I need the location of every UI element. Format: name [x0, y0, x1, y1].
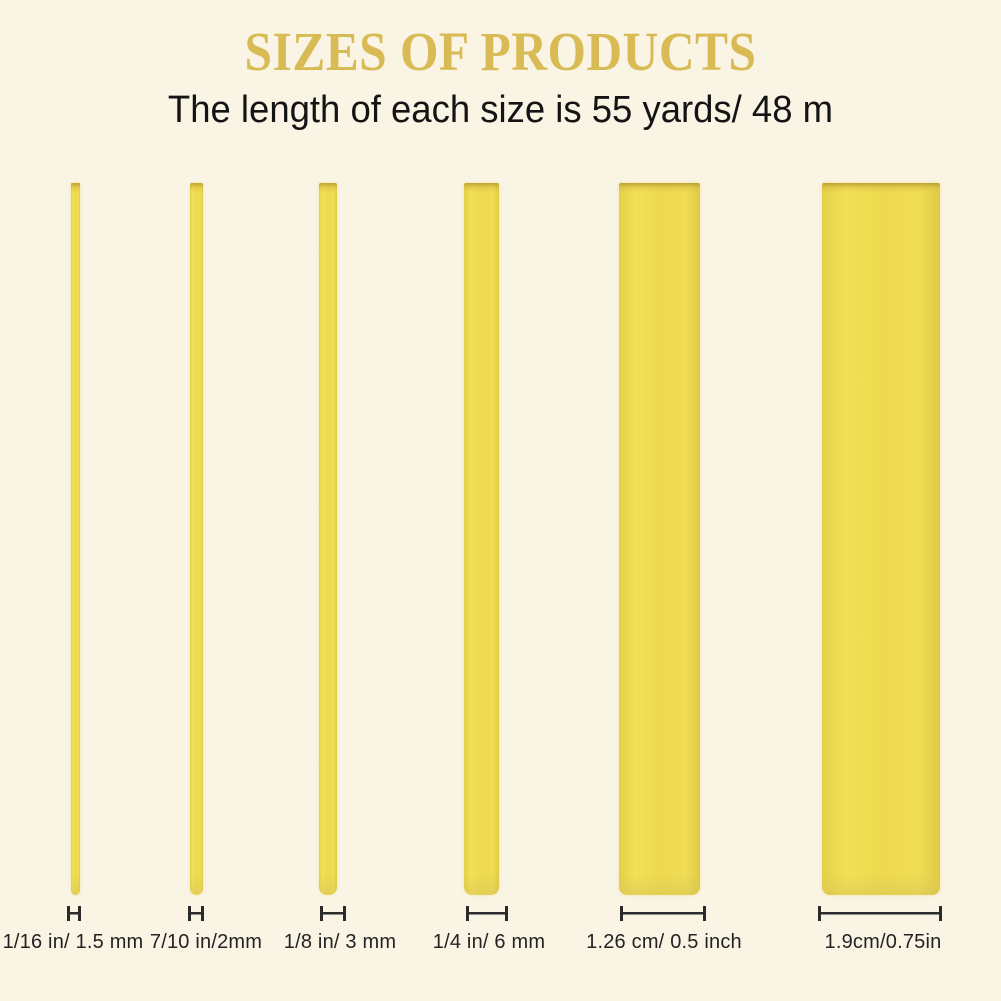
width-bracket — [620, 906, 706, 921]
size-label: 1.9cm/0.75in — [824, 931, 942, 953]
width-bracket — [188, 906, 204, 921]
size-label: 1/4 in/ 6 mm — [432, 931, 546, 953]
width-bracket — [466, 906, 508, 921]
tape-strip — [463, 183, 499, 895]
page-title: SIZES OF PRODUCTS — [244, 21, 757, 82]
width-bracket — [818, 906, 942, 921]
tape-strip — [618, 183, 700, 895]
tape-strip — [319, 183, 337, 895]
tape-strip — [70, 183, 80, 895]
width-bracket — [320, 906, 346, 921]
size-label: 7/10 in/2mm — [149, 931, 263, 953]
tape-strip — [189, 183, 203, 895]
size-label: 1/8 in/ 3 mm — [283, 931, 397, 953]
width-bracket — [67, 906, 81, 921]
page-subtitle: The length of each size is 55 yards/ 48 … — [167, 89, 834, 131]
tape-strip — [822, 183, 940, 895]
size-label: 1.26 cm/ 0.5 inch — [586, 931, 742, 953]
size-label: 1/16 in/ 1.5 mm — [2, 931, 144, 953]
